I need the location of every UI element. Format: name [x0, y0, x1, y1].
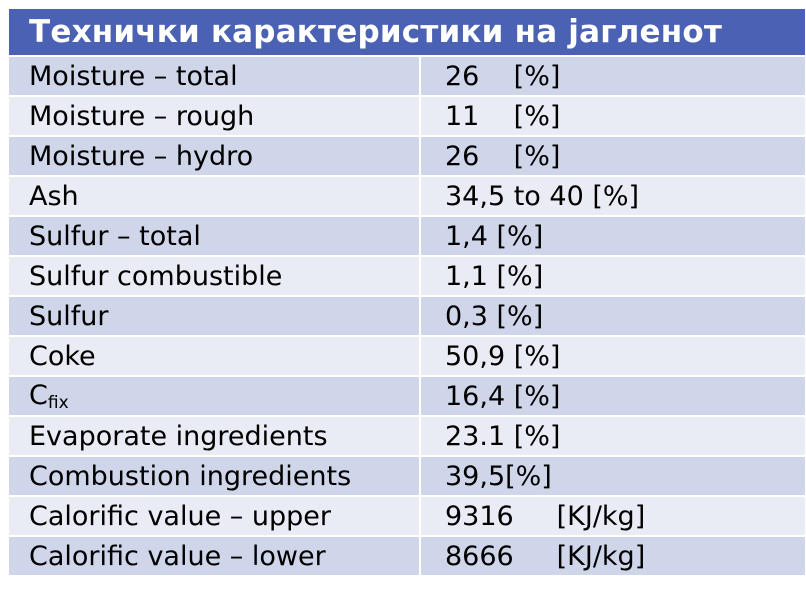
table-row: Sulfur combustible 1,1 [%]	[7, 255, 806, 297]
row-label: Evaporate ingredients	[7, 415, 421, 457]
table-row: Ash 34,5 to 40 [%]	[7, 175, 806, 217]
row-value: 50,9 [%]	[419, 335, 806, 377]
row-value: 34,5 to 40 [%]	[419, 175, 806, 217]
table-title: Технички карактеристики на јагленот	[7, 7, 806, 57]
table-row: Coke 50,9 [%]	[7, 335, 806, 377]
row-value: 39,5[%]	[419, 455, 806, 497]
row-label-subscript: fix	[47, 392, 69, 413]
row-label: Calorific value – lower	[7, 535, 421, 577]
row-value: 26 [%]	[419, 55, 806, 97]
row-label: Moisture – hydro	[7, 135, 421, 177]
table-row: Calorific value – lower 8666 [KJ/kg]	[7, 535, 806, 577]
table-row: Sulfur 0,3 [%]	[7, 295, 806, 337]
row-label: Calorific value – upper	[7, 495, 421, 537]
row-label-main: C	[29, 379, 48, 411]
coal-characteristics-table: Технички карактеристики на јагленот Mois…	[7, 7, 806, 577]
table-row: Evaporate ingredients 23.1 [%]	[7, 415, 806, 457]
row-label: Sulfur	[7, 295, 421, 337]
row-label: Combustion ingredients	[7, 455, 421, 497]
table-row: Combustion ingredients 39,5[%]	[7, 455, 806, 497]
table-body: Moisture – total 26 [%] Moisture – rough…	[7, 55, 806, 577]
row-value: 9316 [KJ/kg]	[419, 495, 806, 537]
table-row: Sulfur – total 1,4 [%]	[7, 215, 806, 257]
table-row: Cfix 16,4 [%]	[7, 375, 806, 417]
row-label: Sulfur combustible	[7, 255, 421, 297]
table-row: Moisture – rough 11 [%]	[7, 95, 806, 137]
row-label: Moisture – rough	[7, 95, 421, 137]
row-label: Moisture – total	[7, 55, 421, 97]
table-row: Moisture – hydro 26 [%]	[7, 135, 806, 177]
row-value: 1,4 [%]	[419, 215, 806, 257]
row-value: 16,4 [%]	[419, 375, 806, 417]
table-header-row: Технички карактеристики на јагленот	[7, 7, 806, 57]
table-row: Moisture – total 26 [%]	[7, 55, 806, 97]
row-value: 0,3 [%]	[419, 295, 806, 337]
row-value: 1,1 [%]	[419, 255, 806, 297]
row-label: Sulfur – total	[7, 215, 421, 257]
row-value: 26 [%]	[419, 135, 806, 177]
row-label: Coke	[7, 335, 421, 377]
table-row: Calorific value – upper 9316 [KJ/kg]	[7, 495, 806, 537]
row-label-cfix: Cfix	[7, 375, 421, 417]
row-value: 8666 [KJ/kg]	[419, 535, 806, 577]
row-value: 23.1 [%]	[419, 415, 806, 457]
row-label: Ash	[7, 175, 421, 217]
row-value: 11 [%]	[419, 95, 806, 137]
